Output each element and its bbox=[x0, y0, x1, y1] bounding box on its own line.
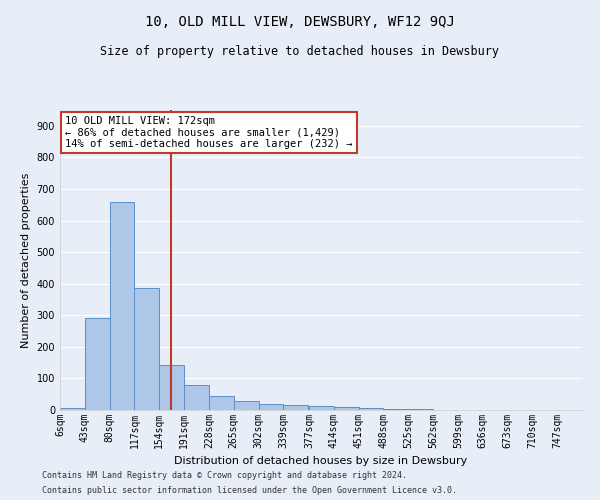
Bar bbox=[234, 401, 259, 410]
Text: 10 OLD MILL VIEW: 172sqm
← 86% of detached houses are smaller (1,429)
14% of sem: 10 OLD MILL VIEW: 172sqm ← 86% of detach… bbox=[65, 116, 353, 149]
X-axis label: Distribution of detached houses by size in Dewsbury: Distribution of detached houses by size … bbox=[175, 456, 467, 466]
Bar bbox=[110, 202, 134, 410]
Bar bbox=[209, 396, 234, 410]
Bar bbox=[85, 318, 110, 410]
Bar bbox=[309, 406, 334, 410]
Bar bbox=[60, 408, 85, 410]
Text: Contains public sector information licensed under the Open Government Licence v3: Contains public sector information licen… bbox=[42, 486, 457, 495]
Bar bbox=[283, 406, 308, 410]
Y-axis label: Number of detached properties: Number of detached properties bbox=[21, 172, 31, 348]
Bar bbox=[160, 365, 184, 410]
Bar bbox=[259, 404, 283, 410]
Bar bbox=[134, 288, 160, 410]
Text: 10, OLD MILL VIEW, DEWSBURY, WF12 9QJ: 10, OLD MILL VIEW, DEWSBURY, WF12 9QJ bbox=[145, 15, 455, 29]
Bar bbox=[334, 408, 359, 410]
Bar bbox=[184, 384, 209, 410]
Text: Contains HM Land Registry data © Crown copyright and database right 2024.: Contains HM Land Registry data © Crown c… bbox=[42, 471, 407, 480]
Text: Size of property relative to detached houses in Dewsbury: Size of property relative to detached ho… bbox=[101, 45, 499, 58]
Bar bbox=[383, 409, 408, 410]
Bar bbox=[359, 408, 383, 410]
